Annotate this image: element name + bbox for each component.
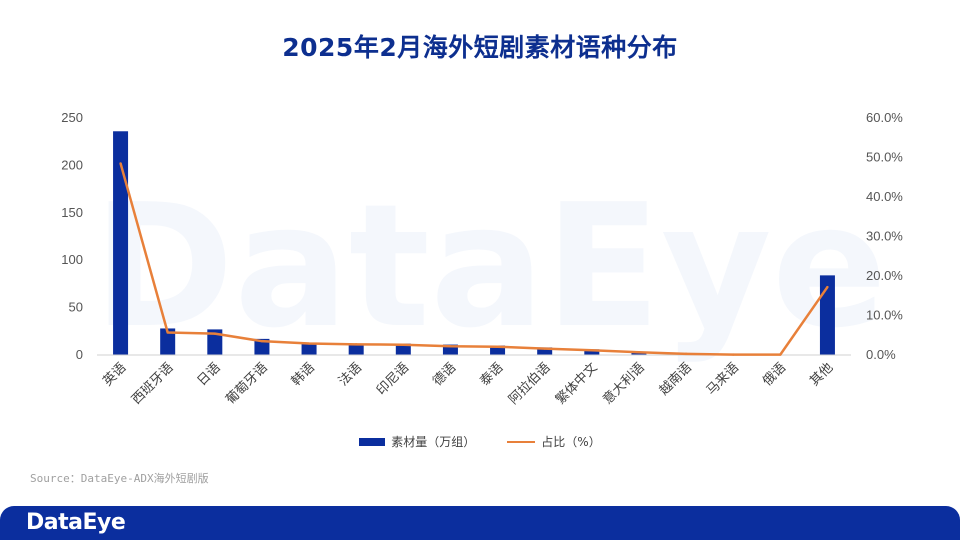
- share-point-2: [213, 332, 217, 335]
- footer-logo: DataEye: [26, 510, 126, 535]
- share-point-0: [119, 162, 122, 165]
- bar-7: [442, 344, 458, 355]
- bar-3: [254, 338, 270, 355]
- y-right-tick-label: 50.0%: [866, 150, 903, 165]
- x-tick-label: 西班牙语: [129, 360, 176, 407]
- share-point-6: [402, 343, 405, 346]
- y-left-tick-label: 250: [61, 110, 83, 125]
- share-point-9: [543, 347, 546, 350]
- bar-6: [395, 343, 411, 355]
- legend-swatch-bar: [359, 437, 386, 446]
- share-point-3: [260, 339, 264, 343]
- chart-title: 2025年2月海外短剧素材语种分布: [282, 33, 678, 62]
- x-tick-label: 阿拉伯语: [506, 360, 553, 407]
- bar-1: [160, 328, 176, 355]
- share-point-5: [354, 343, 358, 346]
- y-right-tick-label: 30.0%: [866, 229, 903, 244]
- y-right-tick-label: 60.0%: [866, 110, 903, 125]
- x-tick-label: 葡萄牙语: [223, 360, 270, 407]
- x-tick-label: 意大利语: [600, 360, 648, 408]
- bar-5: [348, 343, 364, 355]
- y-left-tick-label: 200: [61, 157, 83, 172]
- share-point-7: [449, 345, 452, 348]
- legend-label-line: 占比（%）: [541, 435, 601, 449]
- x-tick-label: 繁体中文: [553, 360, 601, 408]
- y-right-tick-label: 0.0%: [866, 347, 896, 362]
- bar-8: [490, 345, 506, 355]
- footer-bar: DataEye: [0, 506, 960, 540]
- share-point-14: [779, 353, 782, 356]
- share-point-11: [637, 351, 641, 354]
- bar-9: [537, 347, 553, 355]
- chart-area: DataEye 0 50 100 150 200 250 0.0% 10.0% 20.0% 30…: [61, 110, 903, 408]
- y-left-tick-label: 50: [69, 300, 83, 315]
- legend-item-line: 占比（%）: [507, 433, 601, 450]
- y-left-tick-label: 0: [76, 347, 83, 362]
- share-point-4: [307, 342, 311, 345]
- watermark: DataEye: [93, 168, 887, 366]
- y-left-tick-label: 100: [61, 252, 83, 267]
- share-point-8: [496, 345, 499, 348]
- y-right-tick-label: 40.0%: [866, 189, 903, 204]
- share-line: [119, 163, 829, 356]
- y-right-tick-label: 10.0%: [866, 308, 903, 323]
- share-point-1: [166, 331, 169, 334]
- share-point-13: [731, 353, 735, 356]
- share-point-15: [826, 285, 829, 289]
- legend: 素材量（万组） 占比（%）: [0, 433, 960, 450]
- legend-label-bar: 素材量（万组）: [391, 435, 476, 449]
- bar-0: [113, 131, 129, 355]
- source-note: Source：DataEye-ADX海外短剧版: [30, 472, 209, 485]
- share-point-10: [590, 349, 594, 352]
- bar-4: [301, 342, 317, 355]
- y-left-tick-label: 150: [61, 205, 83, 220]
- y-right-tick-label: 20.0%: [866, 268, 903, 283]
- bar-11: [631, 352, 647, 355]
- legend-item-bar: 素材量（万组）: [359, 433, 475, 450]
- legend-swatch-line: [507, 440, 536, 443]
- bar-2: [207, 329, 223, 355]
- bar-15: [819, 275, 835, 355]
- bar-10: [584, 349, 600, 355]
- share-point-12: [684, 352, 688, 356]
